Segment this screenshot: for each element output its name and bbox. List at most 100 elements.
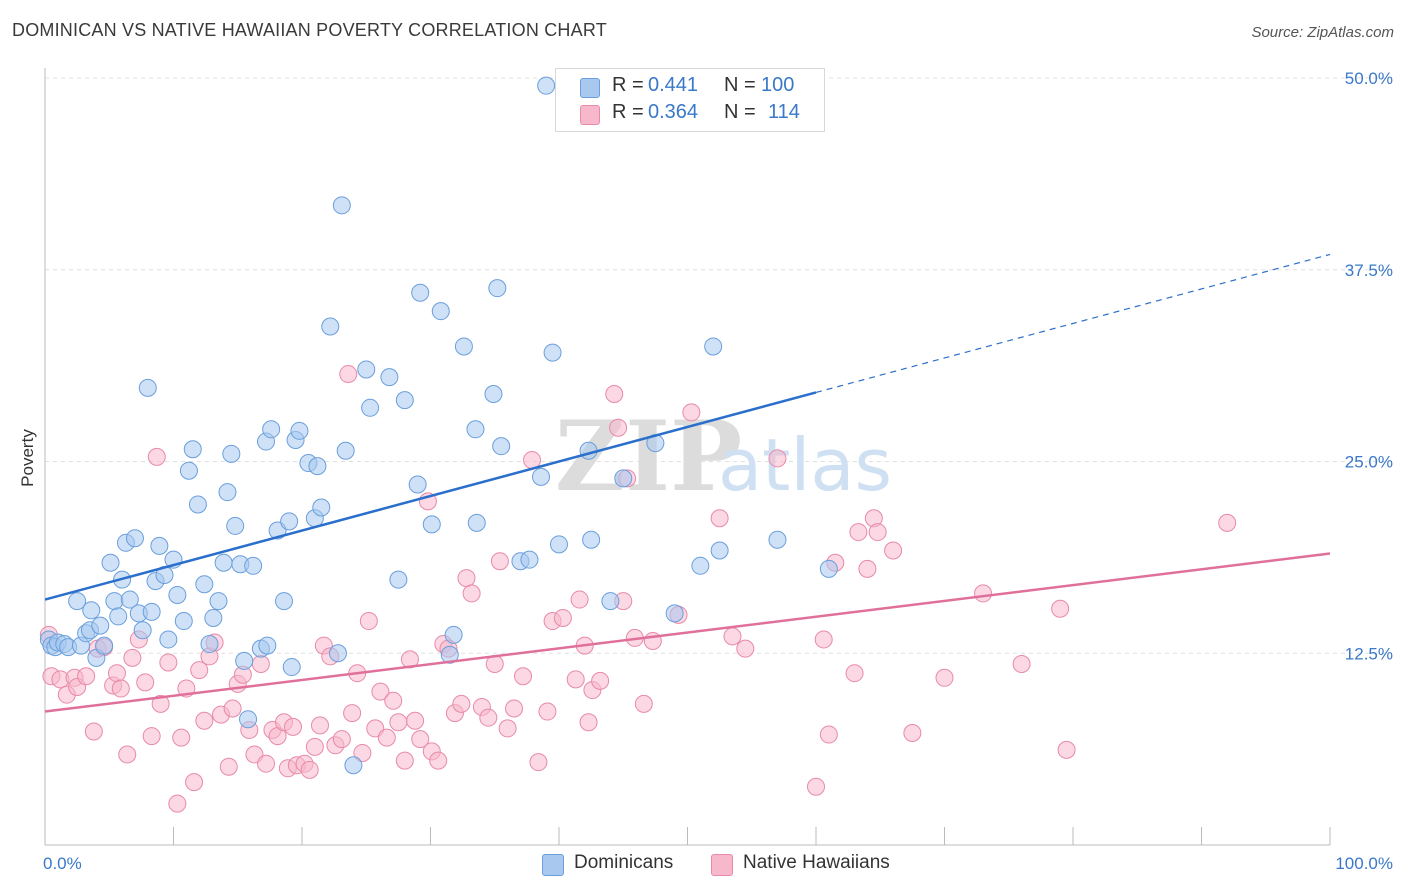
dominican-point <box>380 368 399 387</box>
hawaiian-point <box>159 653 178 672</box>
hawaiian-point <box>123 648 142 667</box>
dominicans-trend-line <box>44 391 817 601</box>
hawaiian-point <box>1051 599 1070 618</box>
hawaiian-point <box>609 418 628 437</box>
hawaiian-point <box>457 569 476 588</box>
dominican-point <box>204 608 223 627</box>
dominican-point <box>174 612 193 631</box>
y-tick-label: 25.0% <box>1345 453 1393 472</box>
hawaiian-point <box>429 751 448 770</box>
dominican-point <box>159 630 178 649</box>
hawaiian-point <box>223 699 242 718</box>
dominican-point <box>275 592 294 611</box>
y-tick-label: 37.5% <box>1345 261 1393 280</box>
dominican-point <box>120 590 139 609</box>
source-label: Source: ZipAtlas.com <box>1251 24 1394 41</box>
watermark-atlas: atlas <box>718 423 892 507</box>
dominican-point <box>183 440 202 459</box>
hawaiian-point <box>538 702 557 721</box>
hawaiian-point <box>310 716 329 735</box>
dominican-point <box>532 467 551 486</box>
dominican-point <box>492 437 511 456</box>
hawaiian-point <box>1218 513 1237 532</box>
legend-label-dominicans: Dominicans <box>574 852 674 873</box>
dominican-point <box>105 592 124 611</box>
hawaiian-point <box>505 699 524 718</box>
hawaiian-point <box>935 668 954 687</box>
hawaiian-point <box>389 713 408 732</box>
dominican-point <box>819 559 838 578</box>
legend-label-hawaiians: Native Hawaiians <box>743 852 890 873</box>
dominican-point <box>466 420 485 439</box>
dominican-point <box>226 516 245 535</box>
hawaiian-point <box>849 523 868 542</box>
hawaiian-point <box>111 679 130 698</box>
dominican-point <box>95 636 114 655</box>
dominican-point <box>168 585 187 604</box>
dominican-point <box>280 512 299 531</box>
dominican-point <box>328 644 347 663</box>
hawaiian-point <box>736 639 755 658</box>
hawaiian-point <box>377 728 396 747</box>
hawaiian-point <box>884 541 903 560</box>
hawaiian-point <box>1057 740 1076 759</box>
hawaiian-point <box>168 794 187 813</box>
dominican-point <box>133 621 152 640</box>
hawaiian-point <box>858 559 877 578</box>
dominican-point <box>82 601 101 620</box>
hawaiian-point <box>339 365 358 384</box>
dominican-point <box>200 635 219 654</box>
dominican-point <box>614 469 633 488</box>
hawaiian-point <box>462 584 481 603</box>
hawaiian-point <box>77 667 96 686</box>
trend-lines <box>44 253 1331 713</box>
dominican-point <box>408 475 427 494</box>
hawaiian-point <box>723 627 742 646</box>
hawaiian-point <box>395 751 414 770</box>
dominican-point <box>710 541 729 560</box>
hawaiian-point <box>371 682 390 701</box>
dominican-point <box>312 498 331 517</box>
hawaiian-point <box>490 552 509 571</box>
y-axis-title: Poverty <box>18 429 37 487</box>
hawaiian-point <box>591 671 610 690</box>
hawaiian-point <box>605 385 624 404</box>
dominican-point <box>282 658 301 677</box>
hawaiian-point <box>570 590 589 609</box>
legend-r-label: R = <box>612 74 644 96</box>
dominican-point <box>188 495 207 514</box>
dominican-point <box>214 553 233 572</box>
hawaiian-point <box>903 724 922 743</box>
dominican-point <box>704 337 723 356</box>
hawaiian-point <box>868 523 887 542</box>
dominicans-points <box>39 76 838 775</box>
dominican-point <box>91 616 110 635</box>
dominican-point <box>308 457 327 476</box>
dominican-point <box>138 378 157 397</box>
dominican-point <box>179 461 198 480</box>
chart-title: DOMINICAN VS NATIVE HAWAIIAN POVERTY COR… <box>12 20 607 40</box>
dominican-point <box>290 421 309 440</box>
dominican-point <box>332 196 351 215</box>
dominican-point <box>357 360 376 379</box>
dominican-point <box>321 317 340 336</box>
dominican-point <box>222 444 241 463</box>
dominican-point <box>235 651 254 670</box>
dominican-point <box>68 592 87 611</box>
dominican-point <box>150 536 169 555</box>
hawaiian-point <box>257 754 276 773</box>
dominican-point <box>389 570 408 589</box>
dominican-point <box>239 710 258 729</box>
hawaiian-point <box>118 745 137 764</box>
hawaiian-point <box>406 711 425 730</box>
dominican-point <box>543 343 562 362</box>
dominican-point <box>484 385 503 404</box>
legend-n-label: N = <box>724 74 756 96</box>
dominican-point <box>454 337 473 356</box>
hawaiian-point <box>682 403 701 422</box>
hawaiian-point <box>845 664 864 683</box>
hawaiian-point <box>251 654 270 673</box>
dominican-point <box>537 76 556 95</box>
dominican-point <box>768 530 787 549</box>
legend-row-dominicans: R = 0.441 N = 100 <box>556 74 824 100</box>
